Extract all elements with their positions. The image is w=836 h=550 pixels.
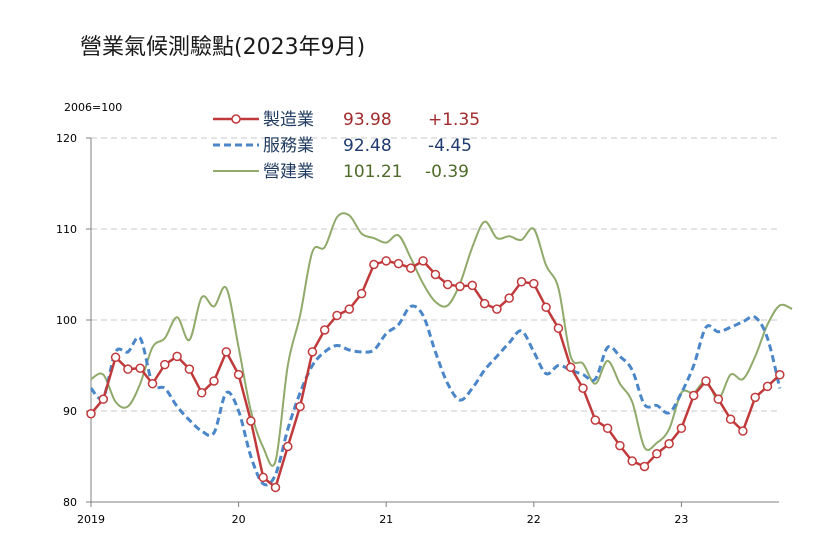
data-point (688, 390, 699, 401)
data-point (750, 392, 760, 403)
y-tick-label: 90 (63, 405, 77, 418)
x-tick-label: 23 (674, 513, 688, 526)
legend-item-2: 服務業 92.48 -4.45 (213, 136, 472, 156)
x-tick-label: 2019 (77, 513, 105, 526)
data-point (602, 423, 613, 434)
data-point (356, 288, 367, 299)
data-point (479, 298, 490, 309)
data-point (184, 364, 195, 374)
legend-series-change: -0.39 (425, 162, 469, 182)
series-layer (86, 212, 793, 493)
data-point (738, 426, 748, 436)
data-point (246, 416, 256, 426)
data-point (615, 440, 625, 451)
data-point (86, 408, 96, 419)
data-point (553, 323, 564, 333)
data-point (418, 256, 428, 266)
legend-series-value: 101.21 (343, 162, 402, 182)
data-point (283, 441, 293, 452)
legend-series-change: -4.45 (428, 136, 472, 156)
data-point (319, 325, 330, 335)
data-point (541, 302, 551, 313)
data-point (393, 258, 404, 269)
data-point (565, 362, 576, 373)
data-point (369, 259, 379, 270)
data-point (529, 278, 539, 289)
data-point (504, 293, 514, 303)
data-point (406, 263, 416, 273)
data-point (664, 439, 674, 449)
data-point (713, 394, 724, 404)
legend-series-name: 營建業 (263, 162, 314, 182)
data-point (221, 347, 232, 357)
data-point (135, 363, 145, 373)
data-point (123, 364, 133, 374)
data-point (467, 280, 478, 291)
legend-item-1: 製造業 93.98 +1.35 (213, 110, 480, 130)
data-point (762, 381, 773, 392)
legend-series-name: 製造業 (263, 110, 314, 130)
series-line (90, 259, 781, 490)
data-point (196, 388, 207, 398)
data-point (307, 347, 318, 357)
data-point (430, 269, 441, 280)
legend-marker (231, 114, 241, 124)
chart-title: 營業氣候測驗點(2023年9月) (80, 35, 365, 60)
data-point (160, 359, 170, 370)
data-point (442, 279, 453, 290)
data-point (590, 415, 601, 425)
data-point (492, 304, 502, 314)
data-point (725, 414, 736, 424)
data-point (233, 369, 244, 380)
x-tick-label: 21 (379, 513, 393, 526)
legend-series-name: 服務業 (263, 136, 314, 156)
series-1 (86, 256, 785, 493)
legend-series-value: 93.98 (343, 110, 392, 130)
legend-item-3: 營建業 101.21 -0.39 (213, 162, 469, 182)
y-tick-label: 80 (63, 496, 77, 509)
data-point (332, 310, 342, 321)
data-point (701, 376, 711, 386)
legend-series-value: 92.48 (343, 136, 392, 156)
grid-layer (91, 137, 779, 412)
data-point (652, 449, 662, 459)
x-tick-label: 20 (232, 513, 246, 526)
data-point (381, 256, 391, 266)
data-point (172, 351, 182, 362)
data-point (344, 304, 355, 314)
y-tick-label: 110 (56, 223, 77, 236)
data-point (627, 456, 637, 466)
series-line (90, 212, 793, 467)
y-axis-unit-label: 2006=100 (64, 101, 122, 114)
data-point (455, 281, 465, 292)
data-point (578, 383, 588, 393)
data-point (209, 376, 219, 386)
series-3 (90, 212, 793, 467)
series-line (89, 304, 782, 487)
data-point (258, 472, 268, 483)
data-point (775, 370, 785, 380)
data-point (147, 378, 158, 389)
x-tick-label: 22 (527, 513, 541, 526)
data-point (516, 277, 527, 287)
data-point (98, 394, 109, 404)
y-tick-label: 120 (56, 132, 77, 145)
data-point (639, 461, 650, 472)
legend-series-change: +1.35 (428, 110, 480, 130)
data-point (270, 482, 281, 493)
data-point (676, 423, 687, 434)
legend: 製造業 93.98 +1.35 服務業 92.48 -4.45 營建業 101.21 -0.39 (213, 110, 480, 182)
data-point (295, 401, 305, 412)
y-tick-label: 100 (56, 314, 77, 327)
series-2 (89, 304, 782, 487)
data-point (110, 352, 121, 363)
axis-layer: 80 90 100 110 120 2019 20 21 22 23 (56, 132, 779, 526)
